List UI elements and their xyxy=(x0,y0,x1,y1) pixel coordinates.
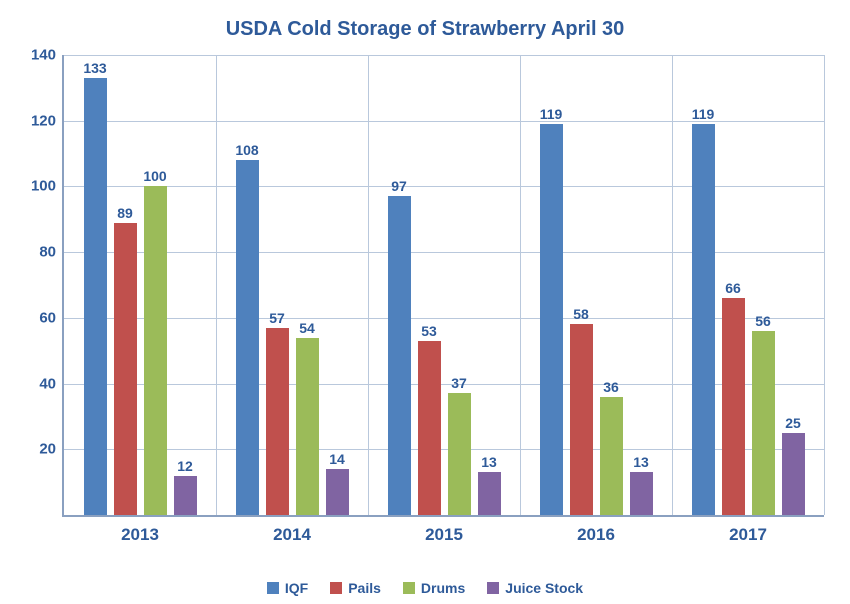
y-tick-label: 80 xyxy=(39,244,56,261)
legend-label: Drums xyxy=(421,580,465,596)
bar-drums xyxy=(600,397,623,515)
bar-value-label: 133 xyxy=(83,60,106,76)
legend-item-drums: Drums xyxy=(403,580,465,596)
group-divider xyxy=(520,55,521,515)
legend-swatch xyxy=(487,582,499,594)
bar-value-label: 13 xyxy=(481,454,497,470)
legend-label: IQF xyxy=(285,580,308,596)
group-divider xyxy=(672,55,673,515)
bar-iqf xyxy=(236,160,259,515)
y-tick-label: 40 xyxy=(39,375,56,392)
bar-value-label: 58 xyxy=(573,306,589,322)
bar-value-label: 25 xyxy=(785,415,801,431)
bar-value-label: 97 xyxy=(391,178,407,194)
bar-juice-stock xyxy=(174,476,197,515)
bar-value-label: 57 xyxy=(269,310,285,326)
group-divider xyxy=(824,55,825,515)
bar-value-label: 56 xyxy=(755,313,771,329)
bar-iqf xyxy=(692,124,715,515)
legend-swatch xyxy=(267,582,279,594)
group-divider xyxy=(368,55,369,515)
bar-value-label: 66 xyxy=(725,280,741,296)
y-tick-label: 60 xyxy=(39,309,56,326)
bar-value-label: 12 xyxy=(177,458,193,474)
bar-iqf xyxy=(540,124,563,515)
bar-iqf xyxy=(84,78,107,515)
bar-drums xyxy=(752,331,775,515)
bar-pails xyxy=(570,324,593,515)
x-category-label: 2017 xyxy=(729,525,767,545)
plot-area: 2040608010012014020131338910012201410857… xyxy=(62,55,824,517)
y-tick-label: 100 xyxy=(31,178,56,195)
legend-item-pails: Pails xyxy=(330,580,381,596)
bar-drums xyxy=(448,393,471,515)
bar-pails xyxy=(266,328,289,515)
bar-juice-stock xyxy=(782,433,805,515)
bar-iqf xyxy=(388,196,411,515)
bar-pails xyxy=(114,223,137,515)
bar-value-label: 37 xyxy=(451,375,467,391)
bar-drums xyxy=(144,186,167,515)
bar-value-label: 54 xyxy=(299,320,315,336)
gridline xyxy=(64,55,824,56)
bar-value-label: 53 xyxy=(421,323,437,339)
bar-pails xyxy=(722,298,745,515)
y-tick-label: 120 xyxy=(31,112,56,129)
legend-item-juice-stock: Juice Stock xyxy=(487,580,583,596)
bar-value-label: 108 xyxy=(235,142,258,158)
legend: IQF Pails Drums Juice Stock xyxy=(0,580,850,596)
x-category-label: 2016 xyxy=(577,525,615,545)
bar-juice-stock xyxy=(630,472,653,515)
x-category-label: 2015 xyxy=(425,525,463,545)
chart-container: USDA Cold Storage of Strawberry April 30… xyxy=(0,0,850,604)
bar-value-label: 119 xyxy=(692,106,715,122)
y-tick-label: 140 xyxy=(31,47,56,64)
legend-item-iqf: IQF xyxy=(267,580,308,596)
bar-value-label: 89 xyxy=(117,205,133,221)
x-category-label: 2013 xyxy=(121,525,159,545)
legend-label: Juice Stock xyxy=(505,580,583,596)
bar-value-label: 100 xyxy=(143,168,166,184)
legend-label: Pails xyxy=(348,580,381,596)
bar-drums xyxy=(296,338,319,515)
group-divider xyxy=(216,55,217,515)
bar-value-label: 119 xyxy=(540,106,563,122)
x-category-label: 2014 xyxy=(273,525,311,545)
bar-pails xyxy=(418,341,441,515)
bar-value-label: 14 xyxy=(329,451,345,467)
legend-swatch xyxy=(330,582,342,594)
bar-juice-stock xyxy=(478,472,501,515)
legend-swatch xyxy=(403,582,415,594)
y-tick-label: 20 xyxy=(39,441,56,458)
bar-juice-stock xyxy=(326,469,349,515)
bar-value-label: 13 xyxy=(633,454,649,470)
bar-value-label: 36 xyxy=(603,379,619,395)
chart-title: USDA Cold Storage of Strawberry April 30 xyxy=(0,18,850,41)
